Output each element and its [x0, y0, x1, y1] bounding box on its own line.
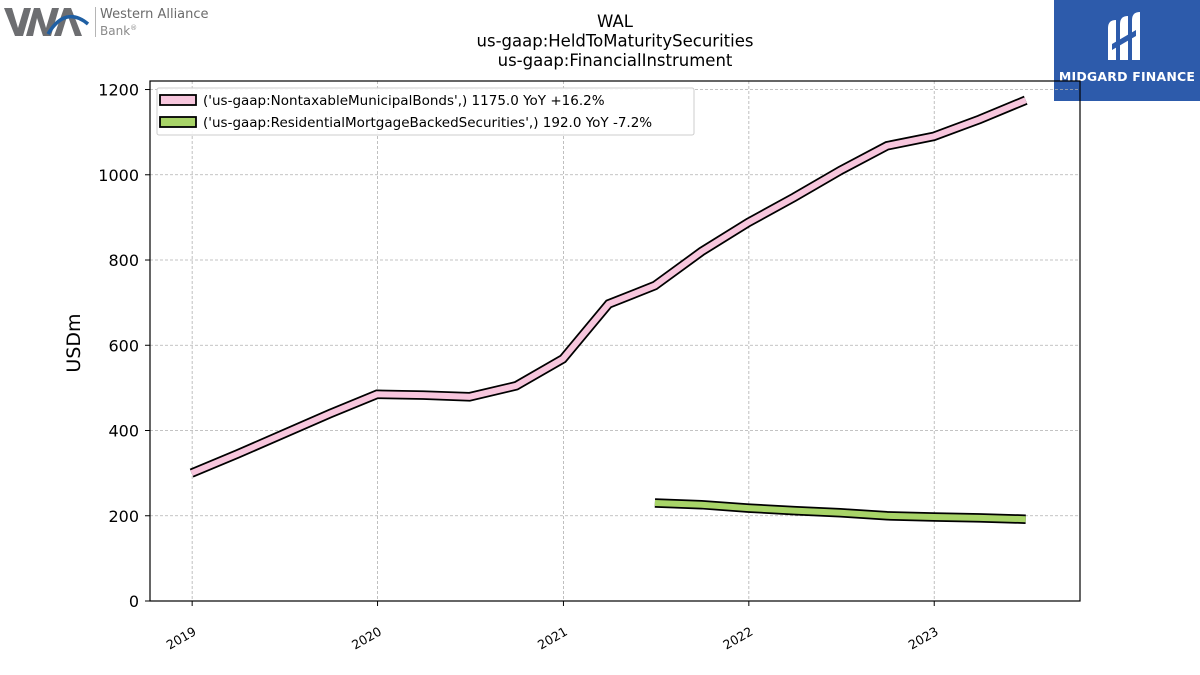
y-tick-label: 600 [108, 336, 139, 355]
x-tick-label: 2020 [349, 624, 384, 653]
brand-name-bank: Bank [100, 24, 131, 38]
y-tick-label: 1000 [98, 166, 139, 185]
chart-grid [150, 81, 1080, 602]
y-tick-label: 0 [129, 592, 139, 611]
x-tick-label: 2023 [906, 624, 941, 653]
legend-swatch [159, 94, 197, 106]
chart-title-line: WAL [597, 12, 634, 31]
midgard-logo-icon [1108, 12, 1140, 60]
y-axis-label: USDm [63, 313, 85, 372]
brand-name-line1: Western Alliance [100, 7, 209, 22]
wa-logo-icon [4, 8, 90, 36]
chart-title-line: us-gaap:FinancialInstrument [498, 51, 733, 70]
y-tick-label: 1200 [98, 81, 139, 100]
legend-box [156, 87, 695, 136]
x-tick-label: 2021 [535, 624, 570, 653]
western-alliance-logo: Western Alliance Bank® [4, 4, 234, 40]
chart-title: WALus-gaap:HeldToMaturitySecuritiesus-ga… [477, 12, 754, 70]
chart-series [189, 95, 1028, 524]
plot-frame [149, 80, 1081, 602]
chart-title-line: us-gaap:HeldToMaturitySecurities [477, 32, 754, 51]
x-tick-label: 2022 [720, 624, 755, 653]
brand-name-line2: Bank® [100, 24, 137, 38]
y-tick-label: 200 [108, 507, 139, 526]
y-tick-label: 400 [108, 422, 139, 441]
legend-label: ('us-gaap:NontaxableMunicipalBonds',) 11… [203, 93, 605, 109]
logo-divider [95, 7, 96, 37]
y-tick-label: 800 [108, 251, 139, 270]
legend-swatch [159, 116, 197, 128]
brand-right-name: MIDGARD FINANCE [1058, 69, 1196, 84]
series-line-0 [190, 97, 1027, 476]
chart-legend: ('us-gaap:NontaxableMunicipalBonds',) 11… [156, 87, 695, 136]
chart-axes: 0 200 400 600 800 1000 1200 2019 2020 2021 2022 202… [63, 80, 1081, 653]
x-tick-label: 2019 [164, 624, 199, 653]
midgard-finance-logo: MIDGARD FINANCE [1054, 0, 1200, 101]
registered-mark: ® [130, 24, 138, 32]
series-line-1 [654, 500, 1026, 523]
legend-label: ('us-gaap:ResidentialMortgageBackedSecur… [203, 115, 652, 131]
